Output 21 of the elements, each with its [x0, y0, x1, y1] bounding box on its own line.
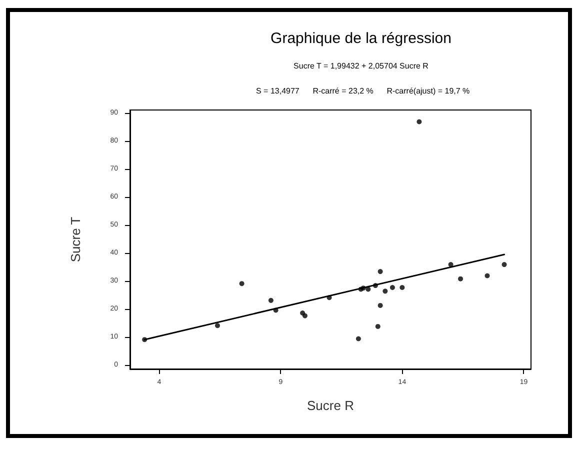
point: [448, 262, 454, 268]
point: [458, 276, 464, 282]
point: [484, 273, 490, 278]
point: [356, 336, 361, 342]
point: [302, 313, 308, 318]
point: [375, 324, 380, 329]
chart-title: Graphique de la régression: [270, 30, 452, 47]
y-axis-title: Sucre T: [68, 216, 83, 262]
point: [390, 285, 395, 290]
point: [378, 302, 383, 308]
text: S = 13,4977 R-carré = 23,2 % R-carré(ajust) = 19,7 %: [256, 86, 470, 96]
point: [239, 281, 244, 286]
x-axis-title: Sucre R: [307, 398, 354, 413]
point: [378, 269, 383, 274]
point: [268, 298, 274, 303]
point: [382, 288, 388, 294]
point: [416, 119, 422, 124]
point: [502, 262, 507, 268]
point: [400, 285, 405, 290]
point: [214, 323, 220, 328]
chart-subtitle: Sucre T = 1,99432 + 2,05704 Sucre R: [294, 62, 429, 70]
